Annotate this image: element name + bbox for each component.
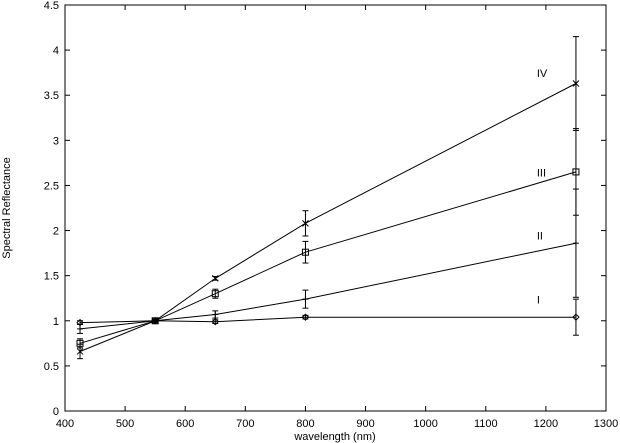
data-point-plus	[212, 311, 219, 318]
y-tick-label: 4.5	[44, 0, 59, 12]
x-tick-label: 800	[296, 418, 314, 430]
data-point-square	[572, 168, 580, 176]
y-tick-label: 3.5	[44, 90, 59, 102]
x-tick-label: 1200	[534, 418, 558, 430]
y-tick-label: 2.5	[44, 180, 59, 192]
y-tick-label: 1	[53, 316, 59, 328]
x-axis-label: wavelength (nm)	[293, 431, 375, 443]
series-line	[79, 242, 577, 330]
x-tick-label: 1300	[594, 418, 618, 430]
series-label: I	[537, 295, 540, 307]
series-II: II	[77, 188, 579, 334]
data-point-plus	[302, 296, 309, 303]
series-line	[79, 83, 577, 352]
data-point-plus	[572, 240, 579, 247]
data-point-cross	[76, 348, 84, 355]
x-tick-label: 400	[56, 418, 74, 430]
cross-b	[151, 317, 159, 325]
cross-b	[76, 348, 84, 355]
data-point-square	[151, 317, 159, 325]
data-point-cross	[151, 317, 159, 325]
y-tick-label: 3	[53, 135, 59, 147]
data-point-cross	[572, 80, 580, 87]
series-III: III	[76, 128, 580, 349]
y-tick-label: 1.5	[44, 271, 59, 283]
y-axis-label: Spectral Reflectance	[1, 157, 13, 259]
series-label: IV	[537, 68, 548, 80]
cross-b	[572, 80, 580, 87]
x-tick-label: 700	[236, 418, 254, 430]
y-tick-label: 4	[53, 45, 59, 57]
data-point-diamond	[572, 313, 580, 321]
data-point-diamond	[301, 313, 310, 321]
x-tick-label: 1100	[474, 418, 498, 430]
x-axis-ticks: 400 500 600 700 800 900 1000 1100 1200 1300	[56, 5, 618, 430]
x-tick-label: 1000	[413, 418, 437, 430]
data-point-diamond	[211, 317, 219, 326]
x-tick-label: 600	[176, 418, 194, 430]
y-tick-label: 2	[53, 226, 59, 238]
cross-b	[211, 275, 219, 282]
series-label: III	[537, 167, 546, 179]
y-tick-label: 0	[53, 406, 59, 418]
plot-frame	[64, 4, 607, 412]
x-tick-label: 500	[116, 418, 134, 430]
cross-b	[302, 219, 309, 227]
data-point-plus	[77, 325, 84, 332]
y-axis-ticks: 0 0.5 1 1.5 2 2.5 3 3.5 4 4.5	[44, 0, 606, 418]
data-point-square	[301, 248, 309, 256]
data-point-cross	[211, 275, 219, 282]
x-tick-label: 900	[356, 418, 374, 430]
series-label: II	[537, 231, 543, 243]
series-IV: IV	[76, 36, 580, 360]
y-tick-label: 0.5	[44, 361, 59, 373]
series-I: I	[76, 295, 580, 336]
data-point-cross	[302, 219, 309, 227]
data-point-square	[211, 290, 219, 298]
